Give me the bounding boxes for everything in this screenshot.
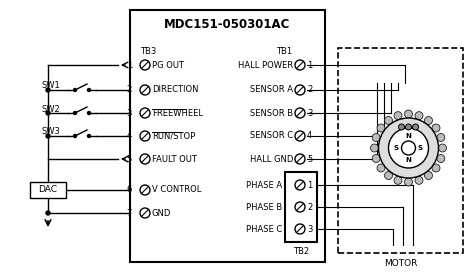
Text: 3: 3 <box>127 109 132 118</box>
Circle shape <box>384 116 392 125</box>
Text: DAC: DAC <box>38 186 57 194</box>
Circle shape <box>88 134 91 138</box>
Circle shape <box>46 88 50 92</box>
Text: MOTOR: MOTOR <box>384 258 417 267</box>
Circle shape <box>295 224 305 234</box>
Text: 1: 1 <box>307 181 312 190</box>
Circle shape <box>405 124 411 130</box>
Circle shape <box>295 85 305 95</box>
Text: PHASE C: PHASE C <box>246 224 282 233</box>
Text: DIRECTION: DIRECTION <box>152 85 199 94</box>
Circle shape <box>295 180 305 190</box>
Circle shape <box>412 124 419 130</box>
Circle shape <box>140 85 150 95</box>
Text: 3: 3 <box>307 109 312 118</box>
Text: N: N <box>406 157 411 163</box>
Text: V CONTROL: V CONTROL <box>152 186 201 194</box>
Circle shape <box>377 164 385 172</box>
Text: 5: 5 <box>127 154 132 163</box>
Circle shape <box>140 154 150 164</box>
Circle shape <box>394 176 402 184</box>
Circle shape <box>140 60 150 70</box>
Circle shape <box>415 112 423 120</box>
Text: TB3: TB3 <box>140 48 156 57</box>
Circle shape <box>295 108 305 118</box>
Text: 5: 5 <box>307 154 312 163</box>
Circle shape <box>46 211 50 215</box>
Circle shape <box>88 88 91 91</box>
Text: 4: 4 <box>307 131 312 141</box>
Circle shape <box>437 134 445 141</box>
Circle shape <box>401 141 416 155</box>
Text: HALL POWER: HALL POWER <box>238 60 293 70</box>
Circle shape <box>140 108 150 118</box>
Text: 6: 6 <box>127 186 132 194</box>
Bar <box>338 48 463 253</box>
Circle shape <box>295 154 305 164</box>
Circle shape <box>438 144 447 152</box>
Bar <box>285 172 317 242</box>
Circle shape <box>295 202 305 212</box>
Circle shape <box>73 112 76 115</box>
Circle shape <box>73 88 76 91</box>
Circle shape <box>425 116 432 125</box>
Circle shape <box>295 131 305 141</box>
Circle shape <box>371 144 379 152</box>
Circle shape <box>140 208 150 218</box>
Text: HALL GND: HALL GND <box>250 154 293 163</box>
Text: 2: 2 <box>127 85 132 94</box>
Text: SENSOR C: SENSOR C <box>250 131 293 141</box>
Circle shape <box>372 134 380 141</box>
Text: PHASE B: PHASE B <box>246 202 282 212</box>
Text: FREEWHEEL: FREEWHEEL <box>152 109 203 118</box>
Bar <box>130 10 325 262</box>
Circle shape <box>394 112 402 120</box>
Text: S: S <box>418 145 423 151</box>
Circle shape <box>140 131 150 141</box>
Circle shape <box>46 111 50 115</box>
Circle shape <box>399 124 404 130</box>
Text: N: N <box>406 133 411 139</box>
Text: 3: 3 <box>307 224 312 233</box>
Circle shape <box>88 112 91 115</box>
Circle shape <box>377 124 385 132</box>
Circle shape <box>46 134 50 138</box>
Circle shape <box>140 185 150 195</box>
Circle shape <box>404 110 412 118</box>
Text: SW3: SW3 <box>41 128 60 137</box>
Text: S: S <box>394 145 399 151</box>
Circle shape <box>384 172 392 180</box>
Text: SENSOR A: SENSOR A <box>250 85 293 94</box>
Text: TB2: TB2 <box>293 246 309 255</box>
Text: 1: 1 <box>307 60 312 70</box>
Text: MDC151-050301AC: MDC151-050301AC <box>164 18 291 32</box>
Circle shape <box>425 172 432 180</box>
Text: 4: 4 <box>127 131 132 141</box>
Text: FAULT OUT: FAULT OUT <box>152 154 197 163</box>
Text: 2: 2 <box>307 85 312 94</box>
Circle shape <box>389 128 428 168</box>
Circle shape <box>379 118 438 178</box>
Circle shape <box>432 164 440 172</box>
Circle shape <box>404 178 412 186</box>
Circle shape <box>432 124 440 132</box>
Text: SW2: SW2 <box>41 104 60 113</box>
Circle shape <box>73 134 76 138</box>
Circle shape <box>437 154 445 162</box>
Text: RUN/STOP: RUN/STOP <box>152 131 195 141</box>
Text: PG OUT: PG OUT <box>152 60 184 70</box>
Text: TB1: TB1 <box>276 48 292 57</box>
Text: 1: 1 <box>127 60 132 70</box>
Text: SENSOR B: SENSOR B <box>250 109 293 118</box>
Circle shape <box>295 60 305 70</box>
Bar <box>30 182 66 198</box>
Text: GND: GND <box>152 209 172 218</box>
Circle shape <box>372 154 380 162</box>
Text: 7: 7 <box>127 209 132 218</box>
Text: SW1: SW1 <box>41 82 60 91</box>
Text: PHASE A: PHASE A <box>246 181 282 190</box>
Text: 2: 2 <box>307 202 312 212</box>
Circle shape <box>415 176 423 184</box>
